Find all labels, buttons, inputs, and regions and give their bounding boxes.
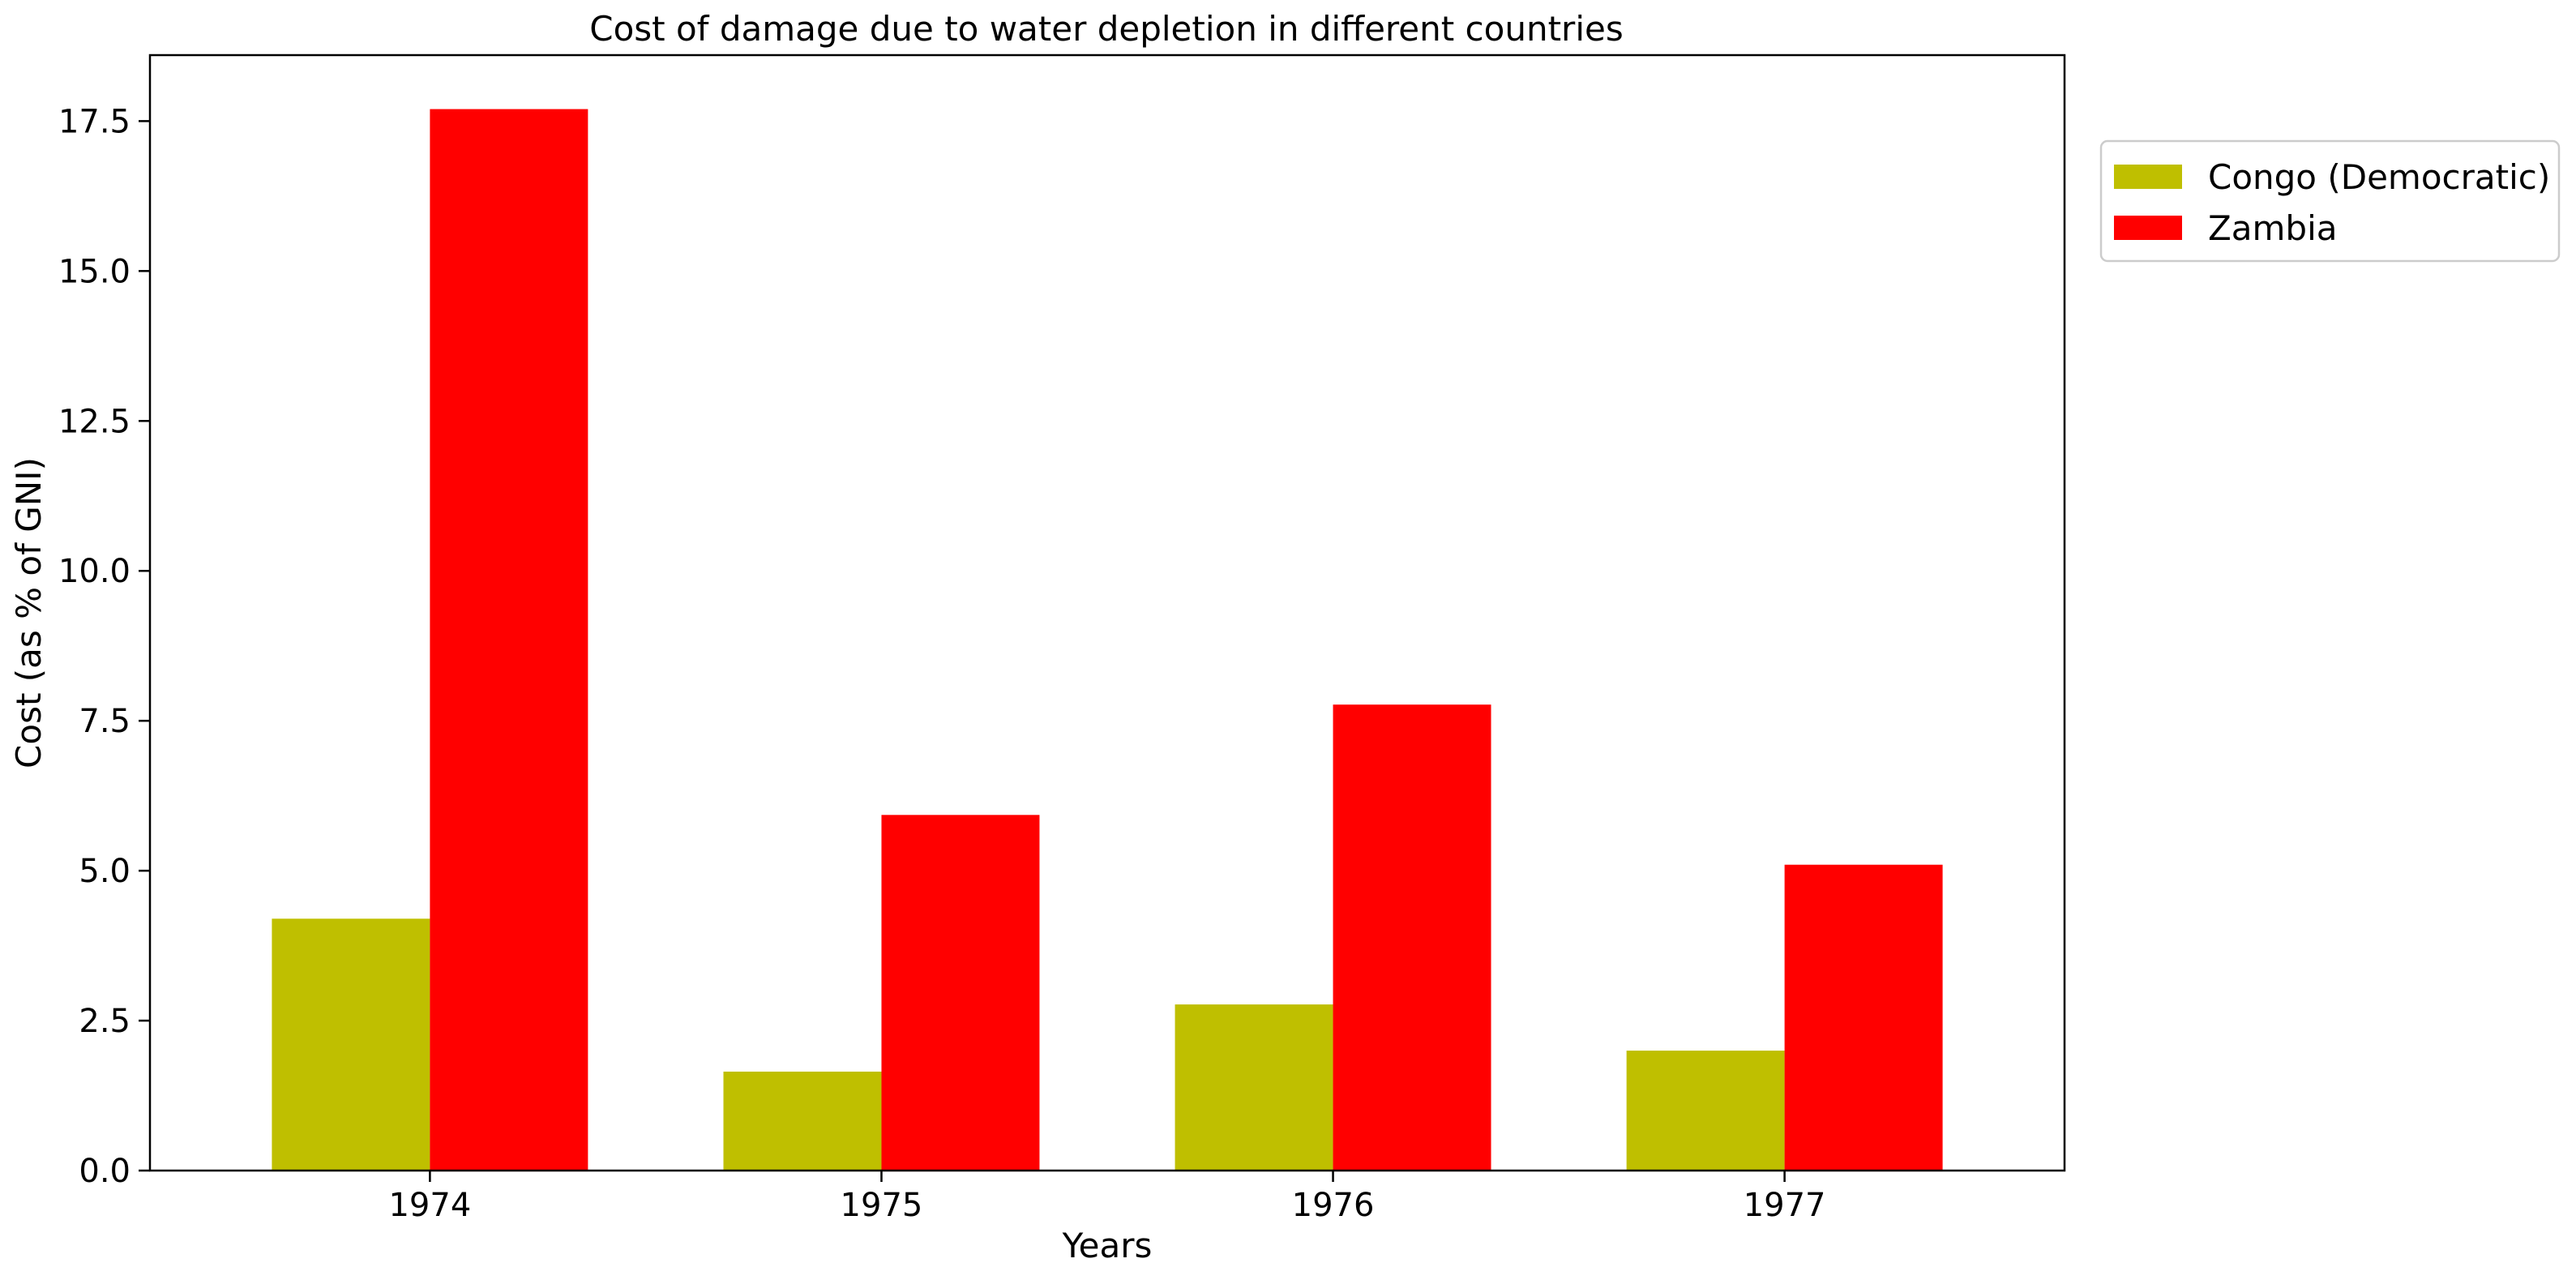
bar-zambia-1975 bbox=[881, 815, 1040, 1171]
bar-congo-1975 bbox=[723, 1071, 882, 1171]
bar-congo-1976 bbox=[1175, 1004, 1333, 1171]
x-tick-label-1975: 1975 bbox=[841, 1187, 923, 1224]
y-tick-label: 0.0 bbox=[79, 1153, 131, 1190]
x-axis-ticks: 1974 1975 1976 1977 bbox=[388, 1171, 1826, 1224]
bars-layer bbox=[272, 109, 1943, 1171]
y-tick-label: 7.5 bbox=[79, 703, 131, 740]
y-tick-label: 2.5 bbox=[79, 1003, 131, 1040]
plot-frame bbox=[148, 54, 2066, 1172]
y-tick-label: 12.5 bbox=[58, 403, 131, 440]
legend-label-congo: Congo (Democratic) bbox=[2208, 157, 2550, 197]
y-tick-label: 5.0 bbox=[79, 853, 131, 890]
legend-frame bbox=[2099, 139, 2561, 263]
bar-zambia-1977 bbox=[1784, 864, 1943, 1171]
bar-congo-1977 bbox=[1626, 1051, 1785, 1171]
bar-zambia-1976 bbox=[1333, 704, 1491, 1171]
legend: Congo (Democratic) Zambia bbox=[2099, 139, 2561, 263]
chart-title: Cost of damage due to water depletion in… bbox=[589, 9, 1623, 49]
bar-congo-1974 bbox=[272, 918, 430, 1171]
legend-swatch-congo bbox=[2114, 165, 2182, 189]
x-tick-label-1974: 1974 bbox=[388, 1187, 471, 1224]
bar-zambia-1974 bbox=[430, 109, 588, 1171]
x-axis-label: Years bbox=[1062, 1226, 1153, 1265]
x-tick-label-1976: 1976 bbox=[1292, 1187, 1375, 1224]
y-tick-label: 10.0 bbox=[58, 553, 131, 590]
x-tick-label-1977: 1977 bbox=[1744, 1187, 1826, 1224]
y-tick-label: 17.5 bbox=[58, 103, 131, 140]
legend-swatch-zambia bbox=[2114, 216, 2182, 240]
legend-label-zambia: Zambia bbox=[2208, 208, 2338, 248]
y-axis-label: Cost (as % of GNI) bbox=[9, 457, 49, 768]
y-axis-ticks: 0.0 2.5 5.0 7.5 10.0 12.5 15.0 17.5 bbox=[58, 103, 150, 1190]
y-tick-label: 15.0 bbox=[58, 253, 131, 290]
